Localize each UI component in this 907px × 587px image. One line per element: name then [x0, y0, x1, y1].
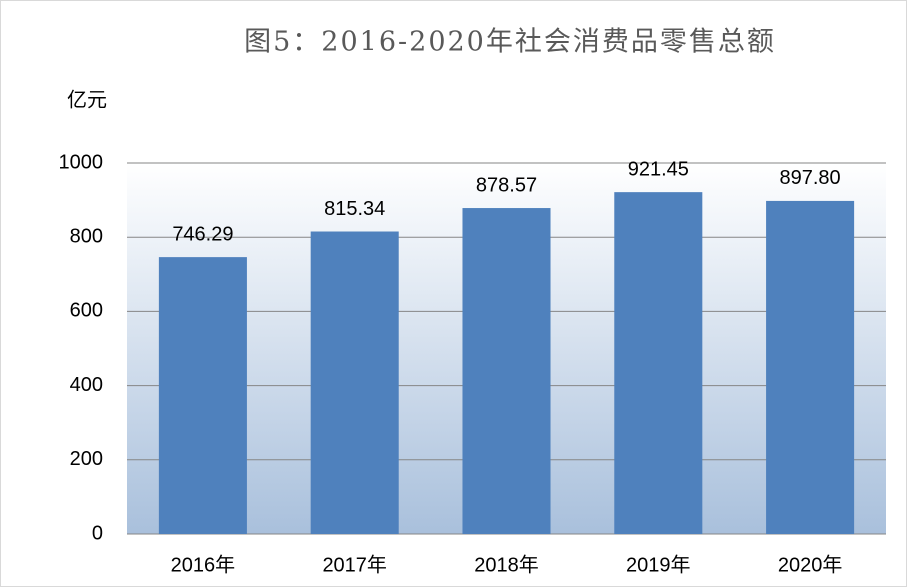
- y-tick-label: 1000: [59, 151, 104, 173]
- y-unit-label: 亿元: [67, 88, 107, 111]
- chart-title: 图5：2016-2020年社会消费品零售总额: [244, 27, 776, 58]
- bar: [462, 208, 551, 534]
- y-tick-label: 800: [70, 225, 103, 247]
- y-tick-label: 0: [92, 522, 103, 544]
- bar: [158, 257, 247, 534]
- y-tick-label: 400: [70, 374, 103, 396]
- y-tick-label: 200: [70, 448, 103, 470]
- data-label: 921.45: [628, 158, 689, 180]
- x-tick-label: 2017年: [322, 553, 387, 576]
- bar: [310, 231, 399, 535]
- data-label: 746.29: [172, 223, 233, 245]
- bar: [766, 200, 855, 534]
- x-tick-label: 2019年: [626, 553, 691, 576]
- data-label: 878.57: [476, 174, 537, 196]
- data-label: 815.34: [324, 198, 385, 220]
- y-tick-label: 600: [70, 300, 103, 322]
- x-tick-label: 2020年: [778, 553, 843, 576]
- data-label: 897.80: [780, 167, 841, 189]
- bar: [614, 192, 703, 535]
- x-tick-label: 2016年: [171, 553, 236, 576]
- x-tick-label: 2018年: [474, 553, 539, 576]
